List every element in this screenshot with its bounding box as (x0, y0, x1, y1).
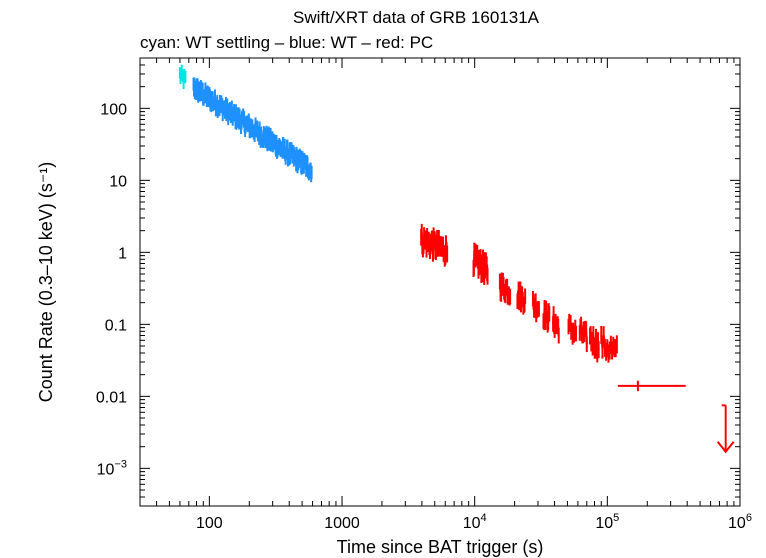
data-trace (578, 324, 588, 345)
chart-subtitle: cyan: WT settling – blue: WT – red: PC (140, 33, 433, 52)
x-tick-label: 104 (463, 512, 487, 532)
x-axis-label: Time since BAT trigger (s) (337, 537, 544, 557)
tick-layer: 100 1000 104 105 106 100 10 1 0.1 0.01 10−3 (96, 57, 752, 532)
data-trace (178, 70, 187, 84)
chart-title: Swift/XRT data of GRB 160131A (293, 8, 540, 27)
y-tick-label: 10−3 (97, 458, 127, 478)
data-trace (532, 298, 540, 315)
plot-frame (139, 57, 741, 507)
y-axis-label: Count Rate (0.3–10 keV) (s⁻¹) (36, 162, 56, 403)
data-trace (600, 334, 618, 358)
y-tick-label: 1 (118, 245, 127, 262)
data-trace (192, 82, 313, 178)
x-tick-label: 106 (728, 512, 752, 532)
series-wt (192, 77, 313, 183)
x-tick-label: 1000 (324, 515, 360, 532)
y-tick-label: 100 (100, 101, 127, 118)
data-trace (542, 307, 551, 326)
data-trace (516, 289, 527, 308)
x-tick-label: 105 (595, 512, 619, 532)
series-wt-settling (178, 64, 187, 90)
data-trace (567, 319, 577, 338)
data-trace (420, 232, 449, 259)
data-trace (552, 313, 560, 336)
data-trace (472, 250, 489, 277)
upper-limit-arrow (716, 441, 735, 454)
y-tick-label: 0.01 (96, 389, 127, 406)
y-tick-label: 0.1 (105, 317, 127, 334)
series-pc (420, 223, 735, 454)
data-layer (178, 64, 735, 454)
x-tick-label: 100 (196, 515, 223, 532)
y-tick-label: 10 (109, 173, 127, 190)
data-trace (589, 330, 600, 355)
data-trace (498, 280, 511, 301)
